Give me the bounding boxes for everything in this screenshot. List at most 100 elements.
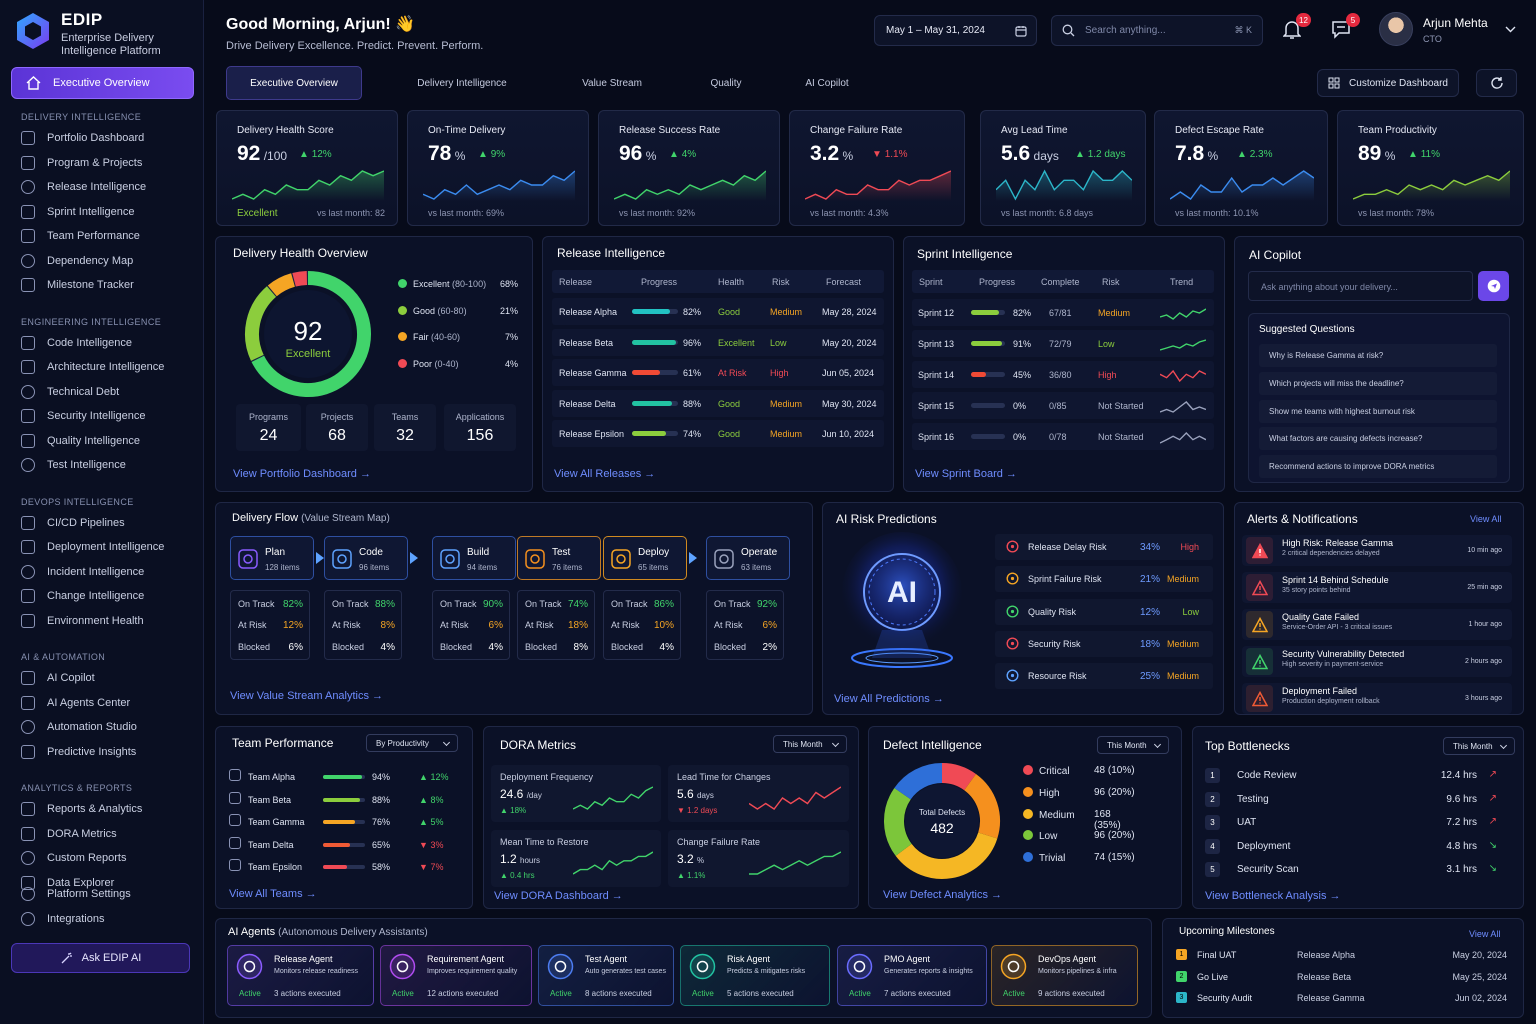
table-row[interactable]: Release Epsilon 74% Good Medium Jun 10, … <box>552 420 884 447</box>
sidebar-item[interactable]: Milestone Tracker <box>21 275 196 295</box>
table-row[interactable]: Team Gamma 76% ▲ 5% <box>229 811 454 831</box>
risk-item[interactable]: Resource Risk 25% Medium <box>995 663 1213 690</box>
flow-stage[interactable]: Code 96 items <box>324 536 408 580</box>
sidebar-item[interactable]: Portfolio Dashboard <box>21 128 196 148</box>
table-row[interactable]: Team Alpha 94% ▲ 12% <box>229 766 454 786</box>
view-dora-link[interactable]: View DORA Dashboard → <box>494 890 623 902</box>
view-all-teams-link[interactable]: View All Teams → <box>229 888 317 900</box>
agent-card[interactable]: Release Agent Monitors release readiness… <box>227 945 374 1006</box>
table-row[interactable]: Sprint 15 0% 0/85 Not Started <box>912 392 1214 419</box>
defect-filter-dropdown[interactable]: This Month <box>1097 736 1169 754</box>
table-row[interactable]: Team Delta 65% ▼ 3% <box>229 834 454 854</box>
tab-delivery-intelligence[interactable]: Delivery Intelligence <box>417 77 507 89</box>
chevron-down-icon[interactable] <box>1505 26 1516 33</box>
flow-stage[interactable]: Build 94 items <box>432 536 516 580</box>
bottleneck-row[interactable]: 5 Security Scan 3.1 hrs ↘ <box>1205 861 1505 879</box>
alert-item[interactable]: High Risk: Release Gamma 2 critical depe… <box>1242 535 1512 566</box>
table-row[interactable]: Sprint 14 45% 36/80 High <box>912 361 1214 388</box>
sidebar-item[interactable]: AI Copilot <box>21 668 196 688</box>
alert-item[interactable]: Security Vulnerability Detected High sev… <box>1242 646 1512 677</box>
sidebar-item[interactable]: DORA Metrics <box>21 824 196 844</box>
refresh-button[interactable] <box>1476 69 1517 97</box>
kpi-card[interactable]: Avg Lead Time 5.6 days ▲ 1.2 days vs las… <box>980 110 1146 226</box>
alerts-view-all-link[interactable]: View All <box>1470 514 1502 524</box>
sidebar-item[interactable]: Custom Reports <box>21 848 196 868</box>
avatar[interactable] <box>1379 12 1413 46</box>
kpi-card[interactable]: Defect Escape Rate 7.8 % ▲ 2.3% vs last … <box>1154 110 1328 226</box>
sidebar-item[interactable]: CI/CD Pipelines <box>21 513 196 533</box>
sidebar-item[interactable]: Architecture Intelligence <box>21 357 196 377</box>
copilot-send-button[interactable] <box>1478 271 1509 301</box>
dora-card[interactable]: Mean Time to Restore 1.2 hours ▲ 0.4 hrs <box>491 830 661 887</box>
bottleneck-row[interactable]: 2 Testing 9.6 hrs ↗ <box>1205 791 1505 809</box>
view-sprint-board-link[interactable]: View Sprint Board → <box>915 468 1017 480</box>
kpi-card[interactable]: Release Success Rate 96 % ▲ 4% vs last m… <box>598 110 780 226</box>
table-row[interactable]: Team Epsilon 58% ▼ 7% <box>229 856 454 876</box>
view-defect-analytics-link[interactable]: View Defect Analytics → <box>883 889 1003 901</box>
nav-executive-overview[interactable]: Executive Overview <box>11 67 194 99</box>
sidebar-item[interactable]: Change Intelligence <box>21 586 196 606</box>
risk-item[interactable]: Release Delay Risk 34% High <box>995 534 1213 560</box>
suggested-question[interactable]: Why is Release Gamma at risk? <box>1259 344 1497 367</box>
dora-card[interactable]: Deployment Frequency 24.6 /day ▲ 18% <box>491 765 661 822</box>
agent-card[interactable]: Requirement Agent Improves requirement q… <box>380 945 532 1006</box>
suggested-question[interactable]: Which projects will miss the deadline? <box>1259 371 1497 395</box>
table-row[interactable]: Sprint 16 0% 0/78 Not Started <box>912 423 1214 450</box>
ask-edip-ai-button[interactable]: Ask EDIP AI <box>11 943 190 973</box>
risk-item[interactable]: Sprint Failure Risk 21% Medium <box>995 566 1213 593</box>
bottleneck-row[interactable]: 4 Deployment 4.8 hrs ↘ <box>1205 838 1505 856</box>
table-row[interactable]: Sprint 13 91% 72/79 Low <box>912 330 1214 357</box>
agent-card[interactable]: Test Agent Auto generates test cases Act… <box>538 945 674 1006</box>
milestones-view-all-link[interactable]: View All <box>1469 929 1501 939</box>
sidebar-item[interactable]: Incident Intelligence <box>21 562 196 582</box>
flow-stage[interactable]: Operate 63 items <box>706 536 790 580</box>
suggested-question[interactable]: Recommend actions to improve DORA metric… <box>1259 455 1497 479</box>
alert-item[interactable]: Deployment Failed Production deployment … <box>1242 683 1512 714</box>
date-range-picker[interactable]: May 1 – May 31, 2024 <box>874 15 1037 46</box>
agent-card[interactable]: DevOps Agent Monitors pipelines & infra … <box>991 945 1138 1006</box>
tab-executive-overview[interactable]: Executive Overview <box>226 66 362 100</box>
sidebar-item[interactable]: Dependency Map <box>21 251 196 271</box>
tab-value-stream[interactable]: Value Stream <box>582 77 642 89</box>
table-row[interactable]: Release Delta 88% Good Medium May 30, 20… <box>552 389 884 417</box>
sidebar-item[interactable]: Program & Projects <box>21 153 196 173</box>
sidebar-item[interactable]: Predictive Insights <box>21 742 196 762</box>
sidebar-item[interactable]: Sprint Intelligence <box>21 202 196 222</box>
sidebar-item[interactable]: Environment Health <box>21 611 196 631</box>
bottleneck-row[interactable]: 1 Code Review 12.4 hrs ↗ <box>1205 767 1505 785</box>
milestone-row[interactable]: 2 Go Live Release Beta May 25, 2024 <box>1170 968 1515 987</box>
tab-ai-copilot[interactable]: AI Copilot <box>805 77 849 89</box>
customize-dashboard-button[interactable]: Customize Dashboard <box>1317 69 1459 97</box>
kpi-card[interactable]: Team Productivity 89 % ▲ 11% vs last mon… <box>1337 110 1524 226</box>
sidebar-item[interactable]: Platform Settings <box>21 884 196 904</box>
view-portfolio-link[interactable]: View Portfolio Dashboard → <box>233 468 371 480</box>
milestone-row[interactable]: 3 Security Audit Release Gamma Jun 02, 2… <box>1170 989 1515 1008</box>
sidebar-item[interactable]: Reports & Analytics <box>21 799 196 819</box>
table-row[interactable]: Release Beta 96% Excellent Low May 20, 2… <box>552 328 884 356</box>
agent-card[interactable]: PMO Agent Generates reports & insights A… <box>837 945 987 1006</box>
view-all-releases-link[interactable]: View All Releases → <box>554 468 656 480</box>
risk-item[interactable]: Quality Risk 12% Low <box>995 598 1213 625</box>
risk-item[interactable]: Security Risk 18% Medium <box>995 630 1213 657</box>
sidebar-item[interactable]: Automation Studio <box>21 717 196 737</box>
flow-stage[interactable]: Test 76 items <box>517 536 601 580</box>
sidebar-item[interactable]: Test Intelligence <box>21 455 196 475</box>
suggested-question[interactable]: What factors are causing defects increas… <box>1259 427 1497 451</box>
sidebar-item[interactable]: AI Agents Center <box>21 693 196 713</box>
search-input[interactable]: Search anything... ⌘ K <box>1051 15 1263 46</box>
flow-stage[interactable]: Deploy 65 items <box>603 536 687 580</box>
dora-card[interactable]: Change Failure Rate 3.2 % ▲ 1.1% <box>668 830 849 887</box>
kpi-card[interactable]: Delivery Health Score 92 /100 ▲ 12% Exce… <box>216 110 398 226</box>
tab-quality[interactable]: Quality <box>710 77 742 89</box>
view-bottleneck-link[interactable]: View Bottleneck Analysis → <box>1205 890 1341 902</box>
table-row[interactable]: Sprint 12 82% 67/81 Medium <box>912 299 1214 326</box>
bell-icon[interactable] <box>1283 20 1301 40</box>
agent-card[interactable]: Risk Agent Predicts & mitigates risks Ac… <box>680 945 830 1006</box>
sidebar-item[interactable]: Release Intelligence <box>21 177 196 197</box>
alert-item[interactable]: Quality Gate Failed Service-Order API - … <box>1242 609 1512 640</box>
flow-stage[interactable]: Plan 128 items <box>230 536 314 580</box>
sidebar-item[interactable]: Integrations <box>21 909 196 929</box>
team-filter-dropdown[interactable]: By Productivity <box>366 734 458 752</box>
sidebar-item[interactable]: Security Intelligence <box>21 406 196 426</box>
view-value-stream-link[interactable]: View Value Stream Analytics → <box>230 690 384 702</box>
